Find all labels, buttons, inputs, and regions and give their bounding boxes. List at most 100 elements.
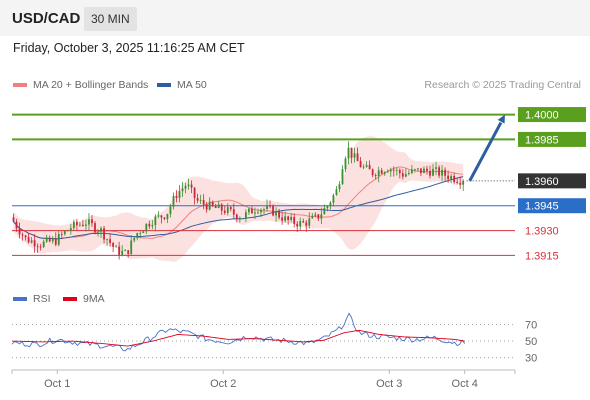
candle-body [36,246,39,248]
candle-body [441,169,443,176]
candle-body [368,165,371,170]
candle-body [12,217,15,222]
legend-label-ma50: MA 50 [177,79,207,91]
candle-body [341,169,344,185]
candle-body [275,211,277,216]
candle-body [302,221,305,223]
candle-body [154,216,157,226]
candle-body [453,175,456,182]
candle-body [398,169,401,174]
candle-body [136,233,139,238]
candle-body [214,205,217,208]
candle-body [269,205,271,207]
candle-body [251,208,253,214]
candle-body [205,204,208,210]
projection-arrow-line [468,121,503,182]
candle-body [386,171,389,173]
candle-body [72,221,75,229]
candles-group [12,141,465,260]
candle-body [432,168,434,176]
rsi-swatch [13,297,27,301]
candle-body [208,201,211,210]
candle-body [130,240,133,254]
candle-body [241,218,244,220]
candle-body [57,234,60,245]
candle-body [332,195,335,203]
candle-body [178,191,181,198]
candle-body [410,169,413,173]
candle-body [371,169,374,176]
candle-body [356,153,359,162]
candle-body [160,215,163,218]
candle-body [51,238,54,242]
ma20-swatch [13,83,27,87]
candle-body [263,208,265,210]
candle-body [293,216,296,224]
research-credit: Research © 2025 Trading Central [424,79,581,91]
candle-body [459,182,462,185]
rsi-series-RSI [11,312,466,352]
candle-body [447,175,450,180]
candle-body [462,180,465,185]
candle-body [299,221,302,227]
x-tick-label: Oct 3 [376,378,402,390]
candle-body [226,207,229,213]
candle-body [18,228,21,235]
candle-body [320,214,323,219]
candle-body [314,214,317,216]
candle-body [296,223,299,227]
candle-body [54,238,57,245]
candle-body [211,201,214,206]
x-tick-label: Oct 1 [44,378,70,390]
candle-body [380,170,383,174]
candle-body [24,235,27,238]
candle-body [389,169,392,172]
candle-body [401,173,404,177]
candle-body [347,147,350,159]
candle-body [78,224,81,226]
candle-body [438,167,440,176]
candle-body [106,239,108,240]
level-box-1.3945 [518,198,586,214]
candle-body [350,147,353,158]
candle-body [238,218,241,220]
candle-body [220,204,223,211]
candle-body [278,211,280,218]
candle-body [139,233,142,234]
timeframe-badge[interactable]: 30 MIN [84,7,137,31]
candle-body [127,250,130,254]
candle-body [223,210,226,213]
candle-body [359,161,362,168]
candle-body [281,217,284,221]
candle-body [404,173,407,177]
candle-body [187,184,190,187]
candle-body [124,250,127,251]
level-label-1.3930: 1.3930 [525,226,559,238]
level-box-1.3960 [518,173,586,189]
candle-body [374,175,377,176]
level-label-1.3915: 1.3915 [525,250,559,262]
candle-body [69,228,72,231]
candle-body [157,215,160,217]
candle-body [323,208,326,215]
candle-body [235,214,238,220]
candle-body [365,165,368,167]
level-label-1.4000: 1.4000 [525,110,559,122]
candle-body [148,223,151,227]
candle-body [172,196,175,207]
candle-body [166,213,169,220]
candle-body [266,205,268,209]
candle-body [344,158,347,170]
level-label-1.3945: 1.3945 [525,201,559,213]
candle-body [60,234,63,235]
candle-body [33,240,36,247]
candle-body [407,172,410,174]
projection-arrow-head [497,114,505,124]
candle-body [420,168,422,174]
candle-body [335,189,338,196]
candle-body [362,166,365,168]
candle-body [377,170,380,176]
candle-body [395,169,398,171]
ma9-swatch [63,297,77,301]
